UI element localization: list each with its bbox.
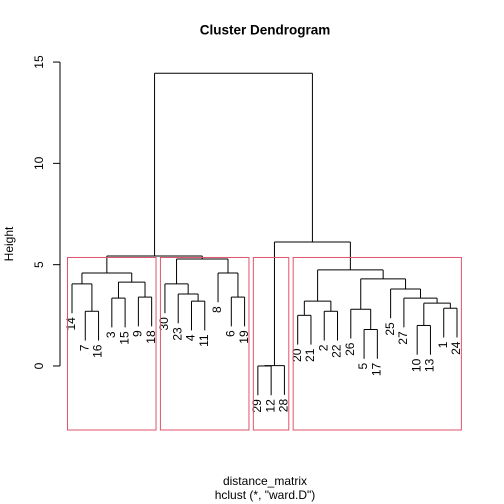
leaf-label: 20 — [290, 348, 304, 362]
leaf-label: 22 — [330, 344, 344, 358]
leaf-label: 27 — [396, 331, 410, 345]
leaf-label: 26 — [343, 342, 357, 356]
leaf-label: 4 — [184, 334, 198, 341]
leaf-label: 12 — [263, 399, 277, 413]
leaf-label: 25 — [383, 322, 397, 336]
leaf-label: 5 — [356, 362, 370, 369]
leaf-label: 30 — [157, 317, 171, 331]
y-axis-label: Height — [2, 226, 16, 261]
x-axis-label: distance_matrix — [223, 474, 307, 488]
leaf-label: 9 — [131, 330, 145, 337]
leaf-label: 19 — [237, 330, 251, 344]
leaf-label: 3 — [104, 331, 118, 338]
leaf-label: 7 — [77, 344, 91, 351]
y-tick-label: 0 — [32, 362, 46, 369]
leaf-label: 14 — [64, 317, 78, 331]
cluster-rect — [159, 256, 250, 431]
y-tick-label: 10 — [32, 156, 46, 170]
chart-title: Cluster Dendrogram — [200, 23, 331, 38]
leaf-label: 24 — [449, 341, 463, 355]
leaf-label: 28 — [277, 399, 291, 413]
leaf-label: 13 — [423, 358, 437, 372]
y-tick-label: 5 — [32, 261, 46, 268]
leaf-label: 10 — [409, 358, 423, 372]
leaf-label: 23 — [170, 327, 184, 341]
leaf-label: 21 — [303, 348, 317, 362]
leaf-label: 2 — [316, 344, 330, 351]
subtitle: hclust (*, "ward.D") — [215, 488, 316, 502]
cluster-rect — [252, 256, 290, 431]
cluster-rect — [292, 256, 462, 431]
cluster-rect — [66, 256, 157, 431]
leaf-label: 15 — [117, 331, 131, 345]
y-tick-label: 15 — [32, 55, 46, 69]
leaf-label: 1 — [436, 341, 450, 348]
leaf-label: 18 — [144, 330, 158, 344]
leaf-label: 6 — [223, 330, 237, 337]
leaf-label: 16 — [91, 344, 105, 358]
leaf-label: 11 — [197, 334, 211, 347]
leaf-label: 29 — [250, 399, 264, 413]
leaf-label: 8 — [210, 306, 224, 313]
leaf-label: 17 — [370, 362, 384, 376]
